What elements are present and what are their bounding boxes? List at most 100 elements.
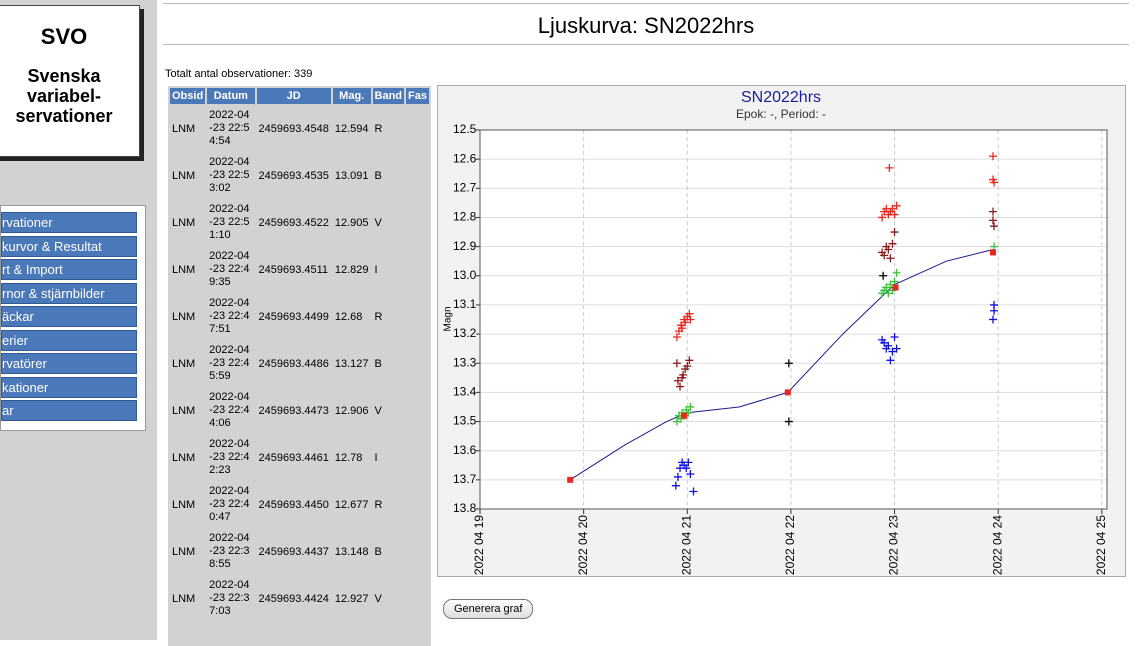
column-header: Fas: [406, 88, 429, 104]
chart: SN2022hrs Epok: -, Period: - Magn 12.5 12…: [437, 85, 1126, 577]
table-cell: 2022-04-23 22:51:10: [209, 203, 250, 241]
data-point: [885, 163, 894, 172]
table-cell: 2022-04-23 22:37:03: [209, 579, 250, 617]
table-cell: LNM: [172, 169, 196, 182]
data-point: [884, 289, 893, 298]
table-cell: 13.127: [334, 357, 369, 370]
table-row: LNM 2022-04-23 22:54:54 2459693.4548 12.594…: [170, 106, 429, 151]
data-point: [673, 472, 682, 481]
menu-item[interactable]: rt & Import: [1, 259, 137, 280]
table-cell: R: [374, 310, 383, 323]
table-cell: [406, 435, 429, 480]
x-tick-label: 2022 04 24: [990, 515, 1004, 575]
table-cell: [406, 388, 429, 433]
x-tick-label: 2022 04 21: [679, 515, 693, 575]
data-point: [672, 332, 681, 341]
y-tick-label: 12.9: [453, 239, 477, 253]
table-cell: 2459693.4461: [258, 451, 329, 464]
table-cell: [406, 341, 429, 386]
menu-item[interactable]: rvatörer: [1, 353, 137, 374]
plot-frame: [479, 129, 1108, 510]
table-cell: 2459693.4511: [258, 263, 329, 276]
table-cell: 2459693.4535: [258, 169, 329, 182]
org-name: Svenska variabel- servationer: [0, 66, 139, 126]
table-cell: 2459693.4437: [258, 545, 329, 558]
table-row: LNM 2022-04-23 22:53:02 2459693.4535 13.091…: [170, 153, 429, 198]
data-point: [689, 487, 698, 496]
table-cell: 12.905: [334, 216, 369, 229]
menu-item[interactable]: rvationer: [1, 212, 137, 233]
data-point: [888, 347, 897, 356]
table-cell: 2459693.4499: [258, 310, 329, 323]
data-point: [888, 239, 897, 248]
y-tick-label: 13.5: [453, 414, 477, 428]
menu-item[interactable]: kationer: [1, 376, 137, 398]
table-cell: V: [374, 216, 382, 229]
table-row: LNM 2022-04-23 22:40:47 2459693.4450 12.677…: [170, 482, 429, 527]
data-point: [890, 228, 899, 237]
org-line: Svenska: [27, 66, 101, 86]
menu-item[interactable]: kurvor & Resultat: [1, 235, 137, 257]
data-point: [686, 315, 695, 324]
table-cell: 12.78: [334, 451, 363, 464]
table-row: LNM 2022-04-23 22:37:03 2459693.4424 12.927…: [170, 576, 429, 621]
data-point: [683, 362, 692, 371]
data-point: [684, 458, 693, 467]
menu: rvationer kurvor & Resultat rt & Import rno…: [0, 205, 146, 431]
table-panel: Obsid Datum JD Mag. Band Fas LNM 2022-04-23 22:…: [168, 86, 431, 646]
data-point: [990, 300, 999, 309]
y-tick-label: 13.1: [453, 297, 477, 311]
y-tick-label: 13.6: [453, 443, 477, 457]
table-cell: R: [374, 498, 383, 511]
y-tick-label: 12.5: [453, 122, 477, 136]
y-tick-label: 13.7: [453, 472, 477, 486]
data-point: [882, 283, 891, 292]
table-cell: R: [374, 122, 383, 135]
logo-text: SVO: [40, 24, 88, 49]
data-point: [685, 309, 694, 318]
y-tick-label: 13.3: [453, 355, 477, 369]
table-cell: [406, 200, 429, 245]
table-cell: 12.829: [334, 263, 369, 276]
data-point: [678, 324, 687, 333]
data-point: [990, 242, 999, 251]
table-cell: 2022-04-23 22:38:55: [209, 532, 250, 570]
data-point: [685, 356, 694, 365]
data-point: [888, 204, 897, 213]
table-row: LNM 2022-04-23 22:49:35 2459693.4511 12.829…: [170, 247, 429, 292]
data-point: [989, 315, 997, 324]
table-cell: 2459693.4424: [258, 592, 329, 605]
table-cell: 2022-04-23 22:44:06: [209, 391, 250, 429]
menu-item[interactable]: ar: [1, 400, 137, 421]
table-cell: 2022-04-23 22:40:47: [209, 485, 250, 523]
data-point: [989, 152, 997, 161]
model-point: [567, 476, 574, 483]
table-cell: V: [374, 404, 382, 417]
column-header: Band: [372, 88, 405, 104]
y-tick-label: 13.4: [453, 385, 477, 399]
data-point: [990, 222, 999, 231]
table-cell: B: [374, 169, 382, 182]
data-point: [890, 210, 899, 219]
chart-title: SN2022hrs: [741, 89, 821, 106]
menu-item[interactable]: rnor & stjärnbilder: [1, 282, 137, 304]
table-cell: [406, 529, 429, 574]
generate-button[interactable]: Generera graf: [443, 599, 534, 619]
data-point: [672, 359, 681, 368]
menu-item[interactable]: erier: [1, 329, 137, 351]
table-cell: 12.68: [334, 310, 363, 323]
table-cell: 12.594: [334, 122, 369, 135]
menu-item[interactable]: äckar: [1, 306, 137, 327]
table-cell: B: [374, 357, 382, 370]
table-cell: I: [374, 451, 378, 464]
table-cell: I: [374, 263, 378, 276]
column-header: Datum: [207, 88, 255, 104]
table-cell: 2022-04-23 22:49:35: [209, 250, 250, 288]
data-point: [672, 417, 681, 426]
table-cell: 2459693.4548: [258, 122, 329, 135]
table-row: LNM 2022-04-23 22:45:59 2459693.4486 13.127…: [170, 341, 429, 386]
table-row: LNM 2022-04-23 22:51:10 2459693.4522 12.905…: [170, 200, 429, 245]
summary: Totalt antal observationer: 339: [165, 68, 313, 80]
table-cell: 2459693.4450: [258, 498, 329, 511]
table-cell: [406, 247, 429, 292]
